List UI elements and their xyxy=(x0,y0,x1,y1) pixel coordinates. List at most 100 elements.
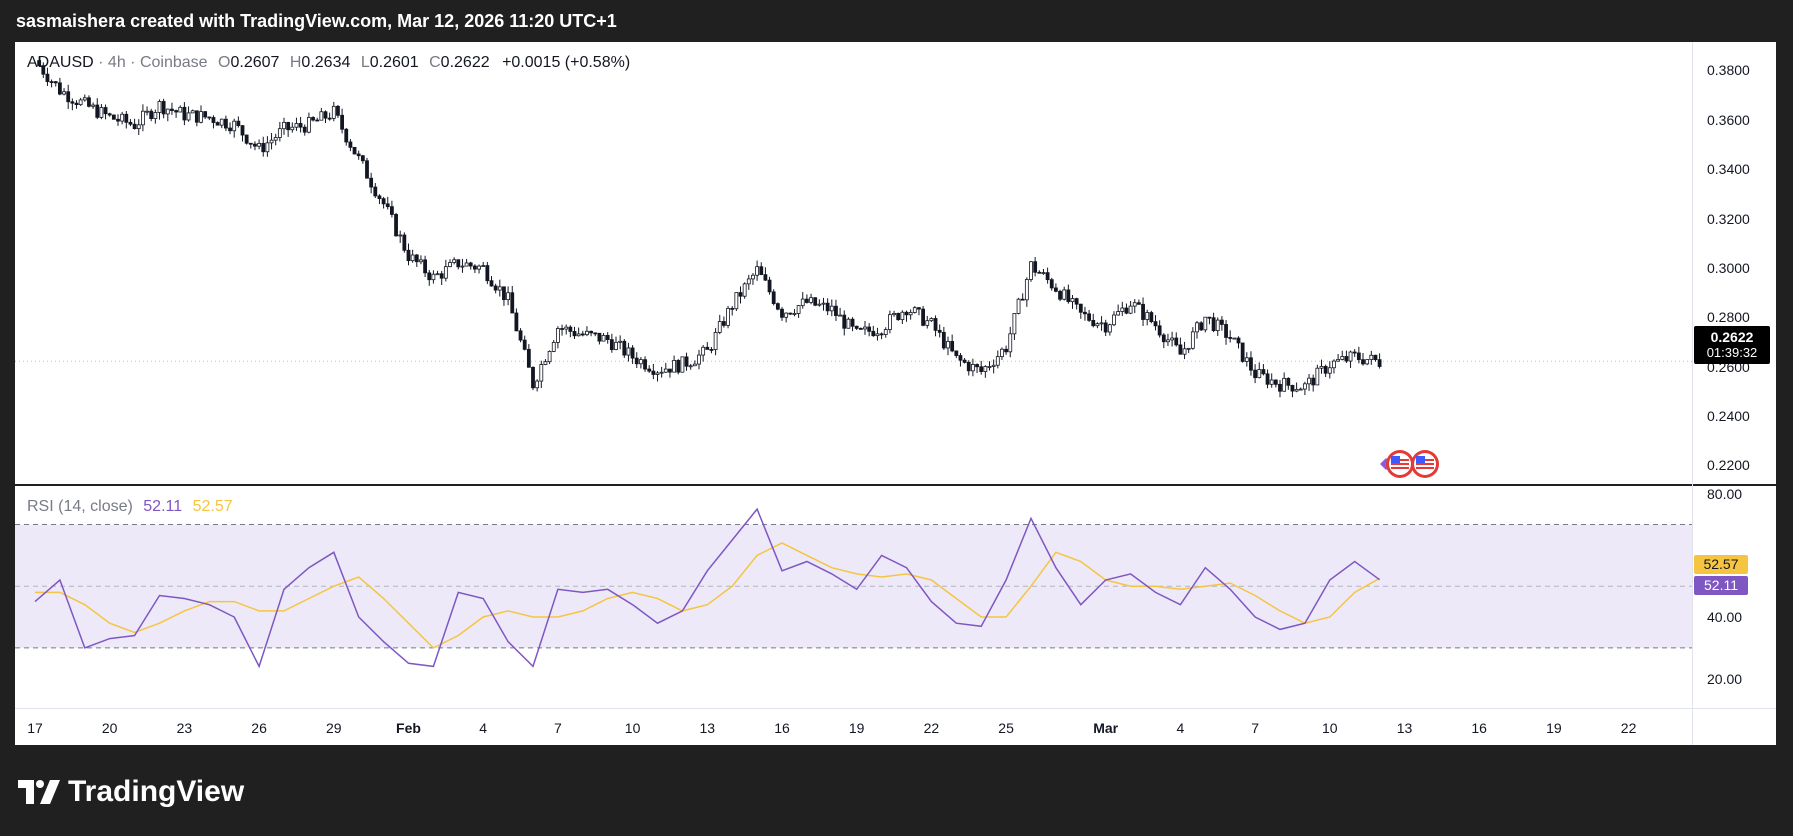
time-tick-label: 19 xyxy=(1546,720,1562,736)
candle-body xyxy=(99,107,104,118)
candle-body xyxy=(759,266,764,276)
candle-body xyxy=(933,318,938,331)
candle-body xyxy=(356,153,361,157)
candles-group xyxy=(37,56,1382,398)
candle-body xyxy=(103,107,108,115)
candle-body xyxy=(1236,337,1241,344)
rsi-ma-line xyxy=(35,542,1380,649)
candle-body xyxy=(269,139,274,144)
candle-body xyxy=(182,106,187,121)
candle-body xyxy=(153,112,158,120)
time-tick-label: 23 xyxy=(176,720,193,736)
candle-body xyxy=(605,334,610,340)
price-axis[interactable]: 0.3800 0.3600 0.3400 0.3200 0.3000 0.2800 0.26… xyxy=(1692,42,1777,708)
candle-body xyxy=(1041,272,1046,275)
candle-body xyxy=(518,330,523,341)
rsi-legend-label[interactable]: RSI (14, close) xyxy=(27,498,133,515)
candle-body xyxy=(651,370,656,375)
candle-body xyxy=(585,330,589,336)
rsi-legend[interactable]: RSI (14, close) 52.11 52.57 xyxy=(27,498,233,516)
candle-body xyxy=(609,339,614,350)
candle-body xyxy=(908,312,913,316)
price-tick-label: 0.3200 xyxy=(1707,210,1750,227)
pane-divider[interactable] xyxy=(15,484,1776,486)
candle-body xyxy=(236,120,241,127)
us-flag-event-icon[interactable] xyxy=(1386,450,1414,478)
candle-body xyxy=(1145,312,1150,320)
header-text: sasmaishera created with TradingView.com… xyxy=(16,11,617,31)
candle-body xyxy=(1344,356,1349,362)
candle-body xyxy=(921,308,925,326)
us-flag-event-icon[interactable] xyxy=(1411,450,1439,478)
candle-body xyxy=(755,266,759,276)
candle-body xyxy=(199,111,203,123)
candle-body xyxy=(1120,307,1125,312)
candle-body xyxy=(1290,384,1295,392)
candle-body xyxy=(431,273,436,281)
candle-body xyxy=(1240,342,1245,362)
price-tick-label: 0.3000 xyxy=(1707,259,1750,276)
candle-body xyxy=(165,108,170,115)
last-price-tag: 0.2622 01:39:32 xyxy=(1694,326,1770,364)
price-tick-label: 0.3400 xyxy=(1707,161,1750,178)
time-tick-label: 26 xyxy=(251,720,267,736)
rsi-pane[interactable]: RSI (14, close) 52.11 52.57 xyxy=(15,486,1692,708)
candle-body xyxy=(398,234,403,237)
candle-body xyxy=(323,111,328,119)
candle-body xyxy=(448,262,452,268)
candle-body xyxy=(136,124,141,130)
candle-body xyxy=(261,142,266,153)
price-chart[interactable] xyxy=(15,42,1692,484)
candle-body xyxy=(1352,351,1357,354)
candle-body xyxy=(746,278,751,285)
candle-body xyxy=(630,347,635,359)
candle-body xyxy=(489,280,494,287)
candle-body xyxy=(460,265,465,268)
candle-body xyxy=(1365,359,1370,365)
candle-body xyxy=(452,259,457,263)
candle-body xyxy=(427,272,432,281)
candle-body xyxy=(1020,298,1025,301)
candle-body xyxy=(1083,311,1087,315)
rsi-legend-value: 52.11 xyxy=(143,498,183,515)
candle-body xyxy=(983,366,988,372)
candle-body xyxy=(1373,354,1378,361)
candle-body xyxy=(116,118,120,122)
time-axis[interactable]: 17 20 23 26 29 Feb 4 7 10 13 16 19 22 25 Mar 4 7 10 13 16 19… xyxy=(15,708,1776,746)
rsi-ma-tag: 52.57 xyxy=(1694,555,1748,574)
candle-body xyxy=(1261,369,1266,375)
chart-frame[interactable]: ADAUSD · 4h · Coinbase O0.2607 H0.2634 L… xyxy=(15,42,1776,745)
candle-body xyxy=(1045,272,1050,281)
candle-body xyxy=(904,311,909,316)
time-tick-label: 20 xyxy=(101,720,118,736)
event-markers[interactable] xyxy=(1380,450,1439,478)
candle-body xyxy=(1369,354,1374,360)
legend-symbol[interactable]: ADAUSD xyxy=(27,54,94,71)
price-pane[interactable]: ADAUSD · 4h · Coinbase O0.2607 H0.2634 L… xyxy=(15,42,1692,484)
candle-body xyxy=(82,97,87,101)
candle-body xyxy=(950,341,955,352)
candle-body xyxy=(539,364,544,382)
chart-header: sasmaishera created with TradingView.com… xyxy=(0,0,1793,42)
candle-body xyxy=(622,340,627,356)
candle-body xyxy=(1062,289,1067,300)
candle-body xyxy=(41,65,46,75)
rsi-tick-label: 80.00 xyxy=(1707,485,1743,502)
tradingview-logo[interactable]: TradingView xyxy=(18,772,244,812)
candle-body xyxy=(145,110,149,113)
candle-body xyxy=(1074,298,1079,305)
time-tick-label: 13 xyxy=(1396,720,1413,736)
candle-body xyxy=(560,328,564,330)
rsi-chart[interactable] xyxy=(15,486,1692,708)
candle-body xyxy=(767,279,772,293)
symbol-legend[interactable]: ADAUSD · 4h · Coinbase O0.2607 H0.2634 L… xyxy=(27,54,631,71)
candle-body xyxy=(240,125,245,136)
candle-body xyxy=(1190,331,1195,349)
candle-body xyxy=(514,312,519,332)
candle-body xyxy=(1224,324,1228,338)
candle-body xyxy=(692,363,697,367)
candle-body xyxy=(1220,319,1224,325)
candle-body xyxy=(805,298,809,303)
candle-body xyxy=(149,110,154,120)
candle-body xyxy=(161,101,166,115)
